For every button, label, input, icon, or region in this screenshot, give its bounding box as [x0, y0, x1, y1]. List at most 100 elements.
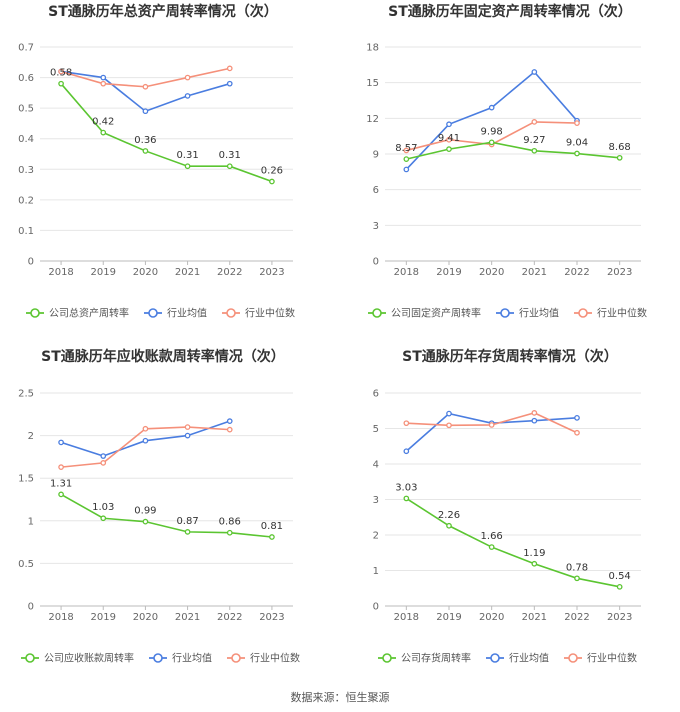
data-label: 0.86: [219, 517, 241, 528]
series-line-company: [406, 141, 620, 160]
y-tick-label: 9: [373, 150, 379, 161]
point-median: [574, 120, 580, 126]
legend-item-median[interactable]: 行业中位数: [227, 652, 300, 665]
chart-2: ST通脉历年固定资产周转率情况（次） 0 3 6 9 12 15 18 2018 2019 2020…: [366, 3, 647, 320]
point-avg: [100, 453, 107, 459]
point-median: [58, 464, 64, 470]
legend-label: 行业中位数: [597, 307, 647, 320]
data-label: 1.03: [92, 502, 114, 513]
x-tick-label: 2023: [607, 267, 632, 278]
x-tick-label: 2022: [564, 267, 589, 278]
data-label: 0.78: [566, 562, 588, 573]
x-tick-label: 2019: [436, 612, 461, 623]
chart-title: ST通脉历年存货周转率情况（次）: [402, 348, 618, 365]
legend-item-median[interactable]: 行业中位数: [222, 307, 295, 320]
data-label: 1.19: [523, 548, 545, 559]
x-tick-label: 2023: [259, 612, 284, 623]
legend-label: 公司应收账款周转率: [44, 652, 134, 665]
data-label: 9.98: [481, 126, 503, 137]
y-tick-label: 6: [373, 185, 379, 196]
data-label: 0.42: [92, 117, 114, 128]
legend-item-company[interactable]: 公司固定资产周转率: [368, 307, 481, 320]
y-tick-label: 1: [28, 516, 34, 527]
y-tick-label: 18: [366, 43, 379, 54]
point-median: [446, 136, 452, 143]
legend-label: 公司固定资产周转率: [391, 307, 481, 320]
point-company: [100, 129, 107, 136]
y-tick-label: 1: [373, 566, 379, 577]
point-avg: [184, 432, 191, 439]
legend-item-avg[interactable]: 行业均值: [496, 307, 559, 320]
point-avg: [574, 415, 580, 421]
point-median: [58, 68, 64, 75]
y-tick-label: 2.5: [18, 389, 34, 400]
point-avg: [531, 417, 538, 424]
legend-marker: [226, 308, 236, 318]
y-tick-label: 6: [373, 389, 379, 400]
data-label: 0.31: [219, 150, 241, 161]
series-line-company: [60, 83, 273, 183]
point-median: [531, 410, 538, 416]
x-tick-label: 2018: [48, 612, 73, 623]
y-tick-label: 0: [28, 257, 34, 268]
legend-item-avg[interactable]: 行业均值: [144, 307, 207, 320]
point-company: [446, 522, 452, 529]
x-tick-label: 2020: [479, 267, 504, 278]
y-tick-label: 2: [28, 431, 34, 442]
chart-1: ST通脉历年总资产周转率情况（次） 0 0.1 0.2 0.3 0.4 0.5 0.6 0.7 2…: [18, 3, 295, 320]
point-company: [488, 139, 495, 146]
point-median: [574, 429, 580, 436]
y-tick-label: 0.1: [18, 226, 34, 237]
legend-item-company[interactable]: 公司存货周转率: [378, 652, 471, 665]
data-label: 0.31: [176, 150, 198, 161]
series-line-avg: [405, 412, 578, 452]
point-avg: [403, 166, 410, 173]
legend-item-company[interactable]: 公司总资产周转率: [26, 307, 129, 320]
point-avg: [184, 93, 191, 99]
legend-item-median[interactable]: 行业中位数: [574, 307, 647, 320]
legend-item-median[interactable]: 行业中位数: [564, 652, 637, 665]
y-tick-label: 0: [373, 257, 379, 268]
x-tick-label: 2022: [217, 612, 242, 623]
data-label: 0.58: [50, 68, 72, 79]
point-company: [616, 154, 623, 161]
y-tick-label: 3: [373, 221, 379, 232]
x-tick-label: 2022: [217, 267, 242, 278]
data-label: 9.04: [566, 138, 588, 149]
point-company: [226, 529, 233, 536]
point-company: [142, 148, 149, 154]
legend-marker: [30, 308, 40, 318]
legend-label: 行业中位数: [587, 652, 637, 665]
data-label: 0.81: [261, 521, 283, 532]
point-avg: [531, 69, 538, 75]
point-avg: [226, 80, 233, 87]
x-tick-label: 2023: [607, 612, 632, 623]
chart-4: ST通脉历年存货周转率情况（次） 0 1 2 3 4 5 6 2018 2019 2020 2021 2…: [373, 348, 641, 665]
legend-item-avg[interactable]: 行业均值: [149, 652, 212, 665]
legend-item-avg[interactable]: 行业均值: [486, 652, 549, 665]
point-company: [403, 156, 410, 162]
data-label: 2.26: [438, 510, 460, 521]
point-median: [446, 422, 452, 429]
x-tick-label: 2020: [479, 612, 504, 623]
point-median: [488, 422, 495, 428]
point-company: [58, 491, 64, 498]
point-company: [616, 583, 623, 590]
point-median: [142, 83, 149, 90]
data-label: 8.68: [609, 142, 631, 153]
legend-marker: [382, 653, 392, 663]
point-company: [184, 529, 191, 535]
data-label: 0.36: [134, 135, 156, 146]
legend-marker: [153, 653, 163, 663]
legend-marker: [25, 653, 35, 663]
point-avg: [58, 439, 64, 446]
point-avg: [403, 448, 410, 455]
point-company: [226, 163, 233, 170]
point-median: [184, 424, 191, 430]
legend-item-company[interactable]: 公司应收账款周转率: [21, 652, 134, 665]
point-median: [184, 74, 191, 81]
series-line-median: [61, 426, 230, 468]
y-tick-label: 1.5: [18, 474, 34, 485]
point-company: [574, 575, 580, 582]
